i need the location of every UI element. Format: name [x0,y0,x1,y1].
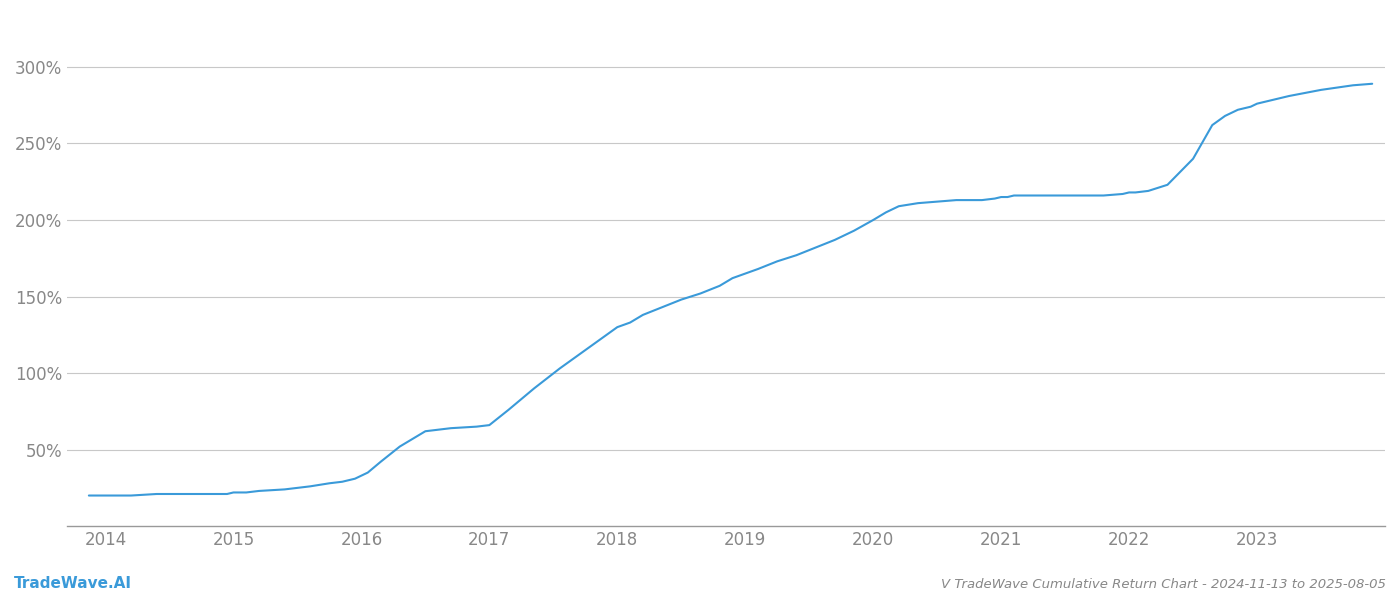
Text: V TradeWave Cumulative Return Chart - 2024-11-13 to 2025-08-05: V TradeWave Cumulative Return Chart - 20… [941,578,1386,591]
Text: TradeWave.AI: TradeWave.AI [14,576,132,591]
